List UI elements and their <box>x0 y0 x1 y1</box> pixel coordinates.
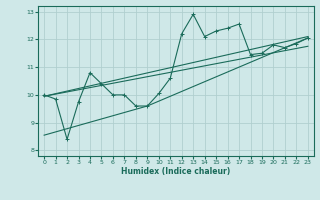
X-axis label: Humidex (Indice chaleur): Humidex (Indice chaleur) <box>121 167 231 176</box>
